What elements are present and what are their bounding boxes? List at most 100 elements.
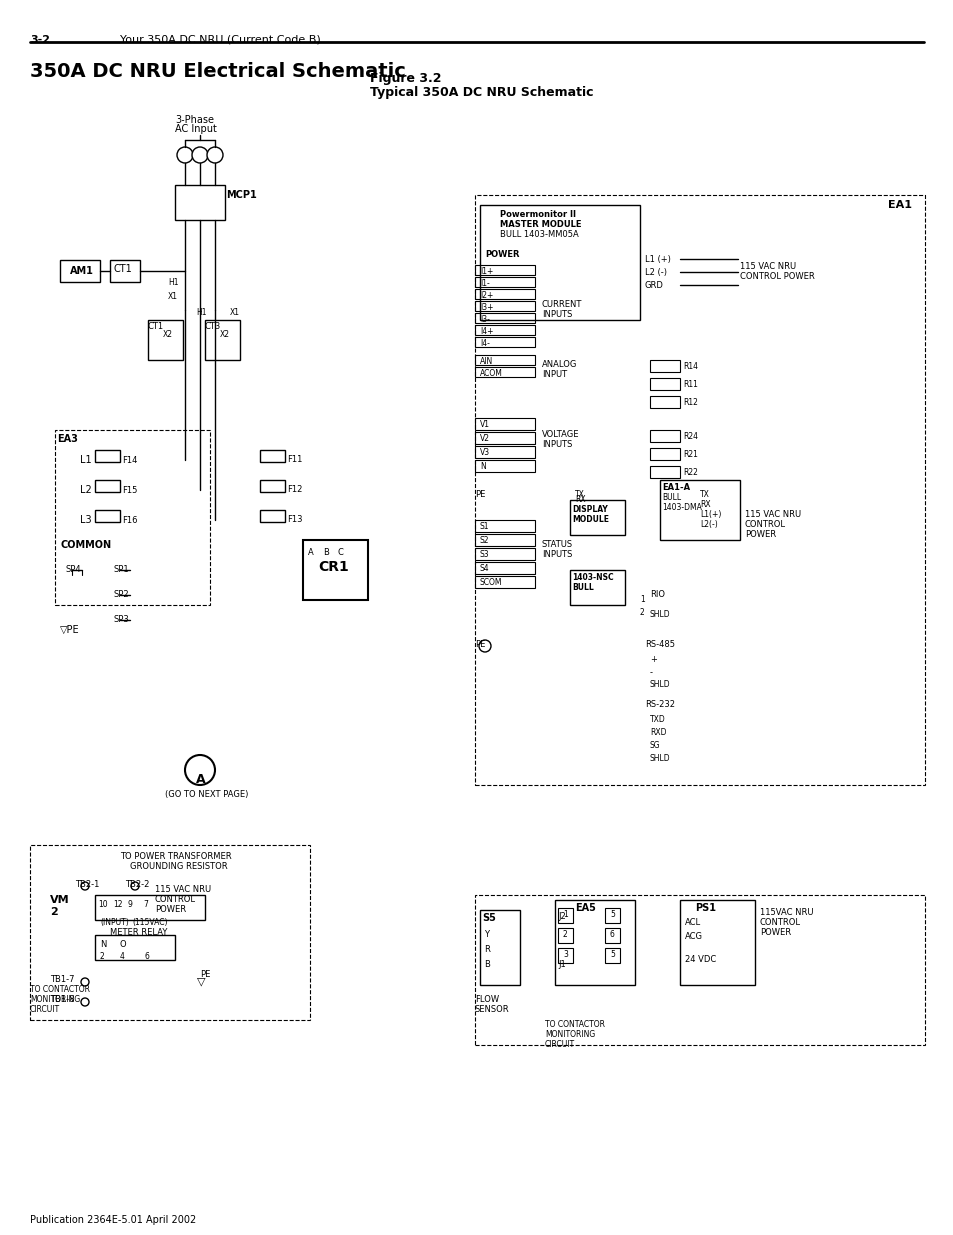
Text: (GO TO NEXT PAGE): (GO TO NEXT PAGE) [165, 790, 248, 799]
Text: SHLD: SHLD [649, 610, 670, 619]
Text: ACG: ACG [684, 932, 702, 941]
Bar [475, 354, 535, 366]
Text: EA3: EA3 [57, 433, 78, 445]
Text: X2: X2 [220, 330, 230, 338]
Text: 115 VAC NRU: 115 VAC NRU [744, 510, 801, 519]
Text: SHLD: SHLD [649, 680, 670, 689]
Bar [649, 359, 679, 372]
Text: 350A DC NRU Electrical Schematic: 350A DC NRU Electrical Schematic [30, 62, 405, 82]
Text: V3: V3 [479, 448, 490, 457]
Text: F12: F12 [287, 485, 302, 494]
Circle shape [192, 147, 208, 163]
Bar [260, 450, 285, 462]
Text: ACL: ACL [684, 918, 700, 927]
Bar [95, 935, 174, 960]
Text: 2: 2 [50, 906, 58, 918]
Text: S4: S4 [479, 564, 489, 573]
Bar [95, 480, 120, 492]
Text: MASTER MODULE: MASTER MODULE [499, 220, 581, 228]
Text: B: B [483, 960, 489, 969]
Text: Figure 3.2: Figure 3.2 [370, 72, 441, 85]
Text: J1: J1 [558, 960, 565, 969]
Text: (INPUT): (INPUT) [100, 918, 129, 927]
Bar [475, 446, 535, 458]
Text: MCP1: MCP1 [226, 190, 256, 200]
Text: R24: R24 [682, 432, 698, 441]
Text: V2: V2 [479, 433, 490, 443]
Text: F11: F11 [287, 454, 302, 464]
Text: 2: 2 [100, 952, 105, 961]
Text: 1: 1 [639, 595, 644, 604]
Text: 2: 2 [562, 930, 567, 939]
Bar [558, 908, 573, 923]
Text: PE: PE [475, 490, 485, 499]
Text: Publication 2364E-5.01 April 2002: Publication 2364E-5.01 April 2002 [30, 1215, 196, 1225]
Text: Typical 350A DC NRU Schematic: Typical 350A DC NRU Schematic [370, 86, 593, 99]
Text: I3+: I3+ [479, 303, 493, 312]
Text: L1 (+): L1 (+) [644, 254, 670, 264]
Text: 4: 4 [120, 952, 125, 961]
Text: V1: V1 [479, 420, 490, 429]
Text: (115VAC): (115VAC) [132, 918, 168, 927]
Text: MONITORING: MONITORING [30, 995, 80, 1004]
Circle shape [207, 147, 223, 163]
Text: VOLTAGE: VOLTAGE [541, 430, 578, 438]
Text: 1403-NSC: 1403-NSC [572, 573, 613, 582]
Text: L1: L1 [80, 454, 91, 466]
Text: H1: H1 [195, 308, 206, 317]
Text: TB2-1: TB2-1 [75, 881, 99, 889]
Text: 115 VAC NRU: 115 VAC NRU [154, 885, 211, 894]
Text: A: A [195, 773, 206, 785]
Text: BULL: BULL [661, 493, 680, 501]
Text: CONTROL POWER: CONTROL POWER [740, 272, 814, 282]
Text: A: A [308, 548, 314, 557]
Text: TO POWER TRANSFORMER: TO POWER TRANSFORMER [120, 852, 232, 861]
Text: I3-: I3- [479, 315, 489, 324]
Text: STATUS: STATUS [541, 540, 573, 550]
Bar [475, 417, 535, 430]
Text: 7: 7 [143, 900, 148, 909]
Bar [475, 562, 535, 574]
Bar [479, 910, 519, 986]
Text: INPUT: INPUT [541, 370, 566, 379]
Bar [475, 337, 535, 347]
Text: 115 VAC NRU: 115 VAC NRU [740, 262, 796, 270]
Text: TB1-7: TB1-7 [50, 974, 74, 984]
Text: RS-485: RS-485 [644, 640, 675, 650]
Text: METER RELAY: METER RELAY [110, 927, 167, 937]
Bar [479, 205, 639, 320]
Text: I2+: I2+ [479, 291, 493, 300]
Text: AC Input: AC Input [174, 124, 216, 135]
Text: R11: R11 [682, 380, 698, 389]
Text: ANALOG: ANALOG [541, 359, 577, 369]
Text: X1: X1 [230, 308, 240, 317]
Text: F15: F15 [122, 487, 137, 495]
Bar [475, 459, 535, 472]
Text: TB2-2: TB2-2 [125, 881, 150, 889]
Text: R21: R21 [682, 450, 698, 459]
Text: TXD: TXD [649, 715, 665, 724]
Bar [475, 301, 535, 311]
Text: GRD: GRD [644, 282, 663, 290]
Text: R12: R12 [682, 398, 698, 408]
Bar [649, 378, 679, 390]
Text: L2 (-): L2 (-) [644, 268, 666, 277]
Text: L2: L2 [80, 485, 91, 495]
Bar [95, 450, 120, 462]
Text: INPUTS: INPUTS [541, 440, 572, 450]
Text: EA1: EA1 [887, 200, 911, 210]
Text: J2: J2 [558, 911, 565, 921]
Text: Powermonitor II: Powermonitor II [499, 210, 576, 219]
Text: CIRCUIT: CIRCUIT [30, 1005, 60, 1014]
Text: POWER: POWER [484, 249, 519, 259]
Bar [475, 266, 535, 275]
Text: TO CONTACTOR: TO CONTACTOR [544, 1020, 604, 1029]
Circle shape [81, 978, 89, 986]
Text: INPUTS: INPUTS [541, 550, 572, 559]
Text: BULL 1403-MM05A: BULL 1403-MM05A [499, 230, 578, 240]
Text: F16: F16 [122, 516, 137, 525]
Text: I4+: I4+ [479, 327, 493, 336]
Text: 3-2: 3-2 [30, 35, 50, 44]
Bar [148, 320, 183, 359]
Text: SENSOR: SENSOR [475, 1005, 509, 1014]
